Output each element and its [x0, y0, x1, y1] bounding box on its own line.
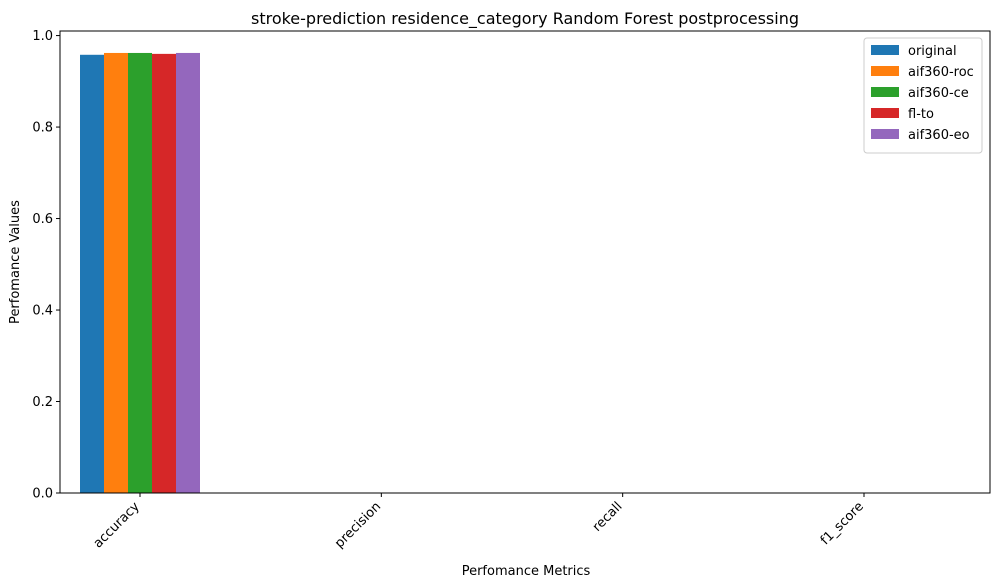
x-axis: accuracy precision recall f1_score	[91, 493, 867, 551]
plot-frame	[59, 30, 991, 494]
y-tick-label: 0.6	[32, 212, 53, 227]
y-tick-label: 0.0	[32, 487, 53, 502]
legend-label-original: original	[908, 44, 957, 59]
y-axis-title: Perfomance Values	[8, 200, 23, 324]
y-tick-label: 0.2	[32, 395, 53, 410]
legend-label-fl-to: fl-to	[908, 107, 934, 122]
bar-aif360-ce-accuracy	[128, 52, 152, 494]
legend-swatch-original	[871, 45, 899, 55]
legend-label-aif360-ce: aif360-ce	[908, 86, 969, 101]
bar-original-accuracy	[80, 54, 104, 494]
y-tick-label: 0.4	[32, 304, 53, 319]
bar-aif360-eo-accuracy	[176, 52, 200, 494]
x-tick-label: f1_score	[818, 499, 867, 548]
bar-aif360-roc-accuracy	[104, 52, 128, 494]
x-tick-label: precision	[332, 499, 384, 551]
chart-title: stroke-prediction residence_category Ran…	[251, 9, 799, 29]
x-tick-label: accuracy	[91, 499, 143, 551]
y-tick-label: 0.8	[32, 121, 53, 136]
bar-fl-to-accuracy	[152, 53, 176, 494]
y-axis: 0.0 0.2 0.4 0.6 0.8 1.0	[32, 29, 60, 502]
legend: original aif360-roc aif360-ce fl-to aif360-e…	[863, 37, 983, 154]
legend-swatch-aif360-ce	[871, 87, 899, 97]
legend-label-aif360-eo: aif360-eo	[908, 128, 970, 143]
x-axis-title: Perfomance Metrics	[462, 564, 591, 579]
legend-swatch-aif360-eo	[871, 129, 899, 139]
legend-swatch-aif360-roc	[871, 66, 899, 76]
y-tick-label: 1.0	[32, 29, 53, 44]
legend-label-aif360-roc: aif360-roc	[908, 65, 974, 80]
legend-swatch-fl-to	[871, 108, 899, 118]
x-tick-label: recall	[590, 499, 626, 535]
bars-group	[80, 52, 200, 494]
